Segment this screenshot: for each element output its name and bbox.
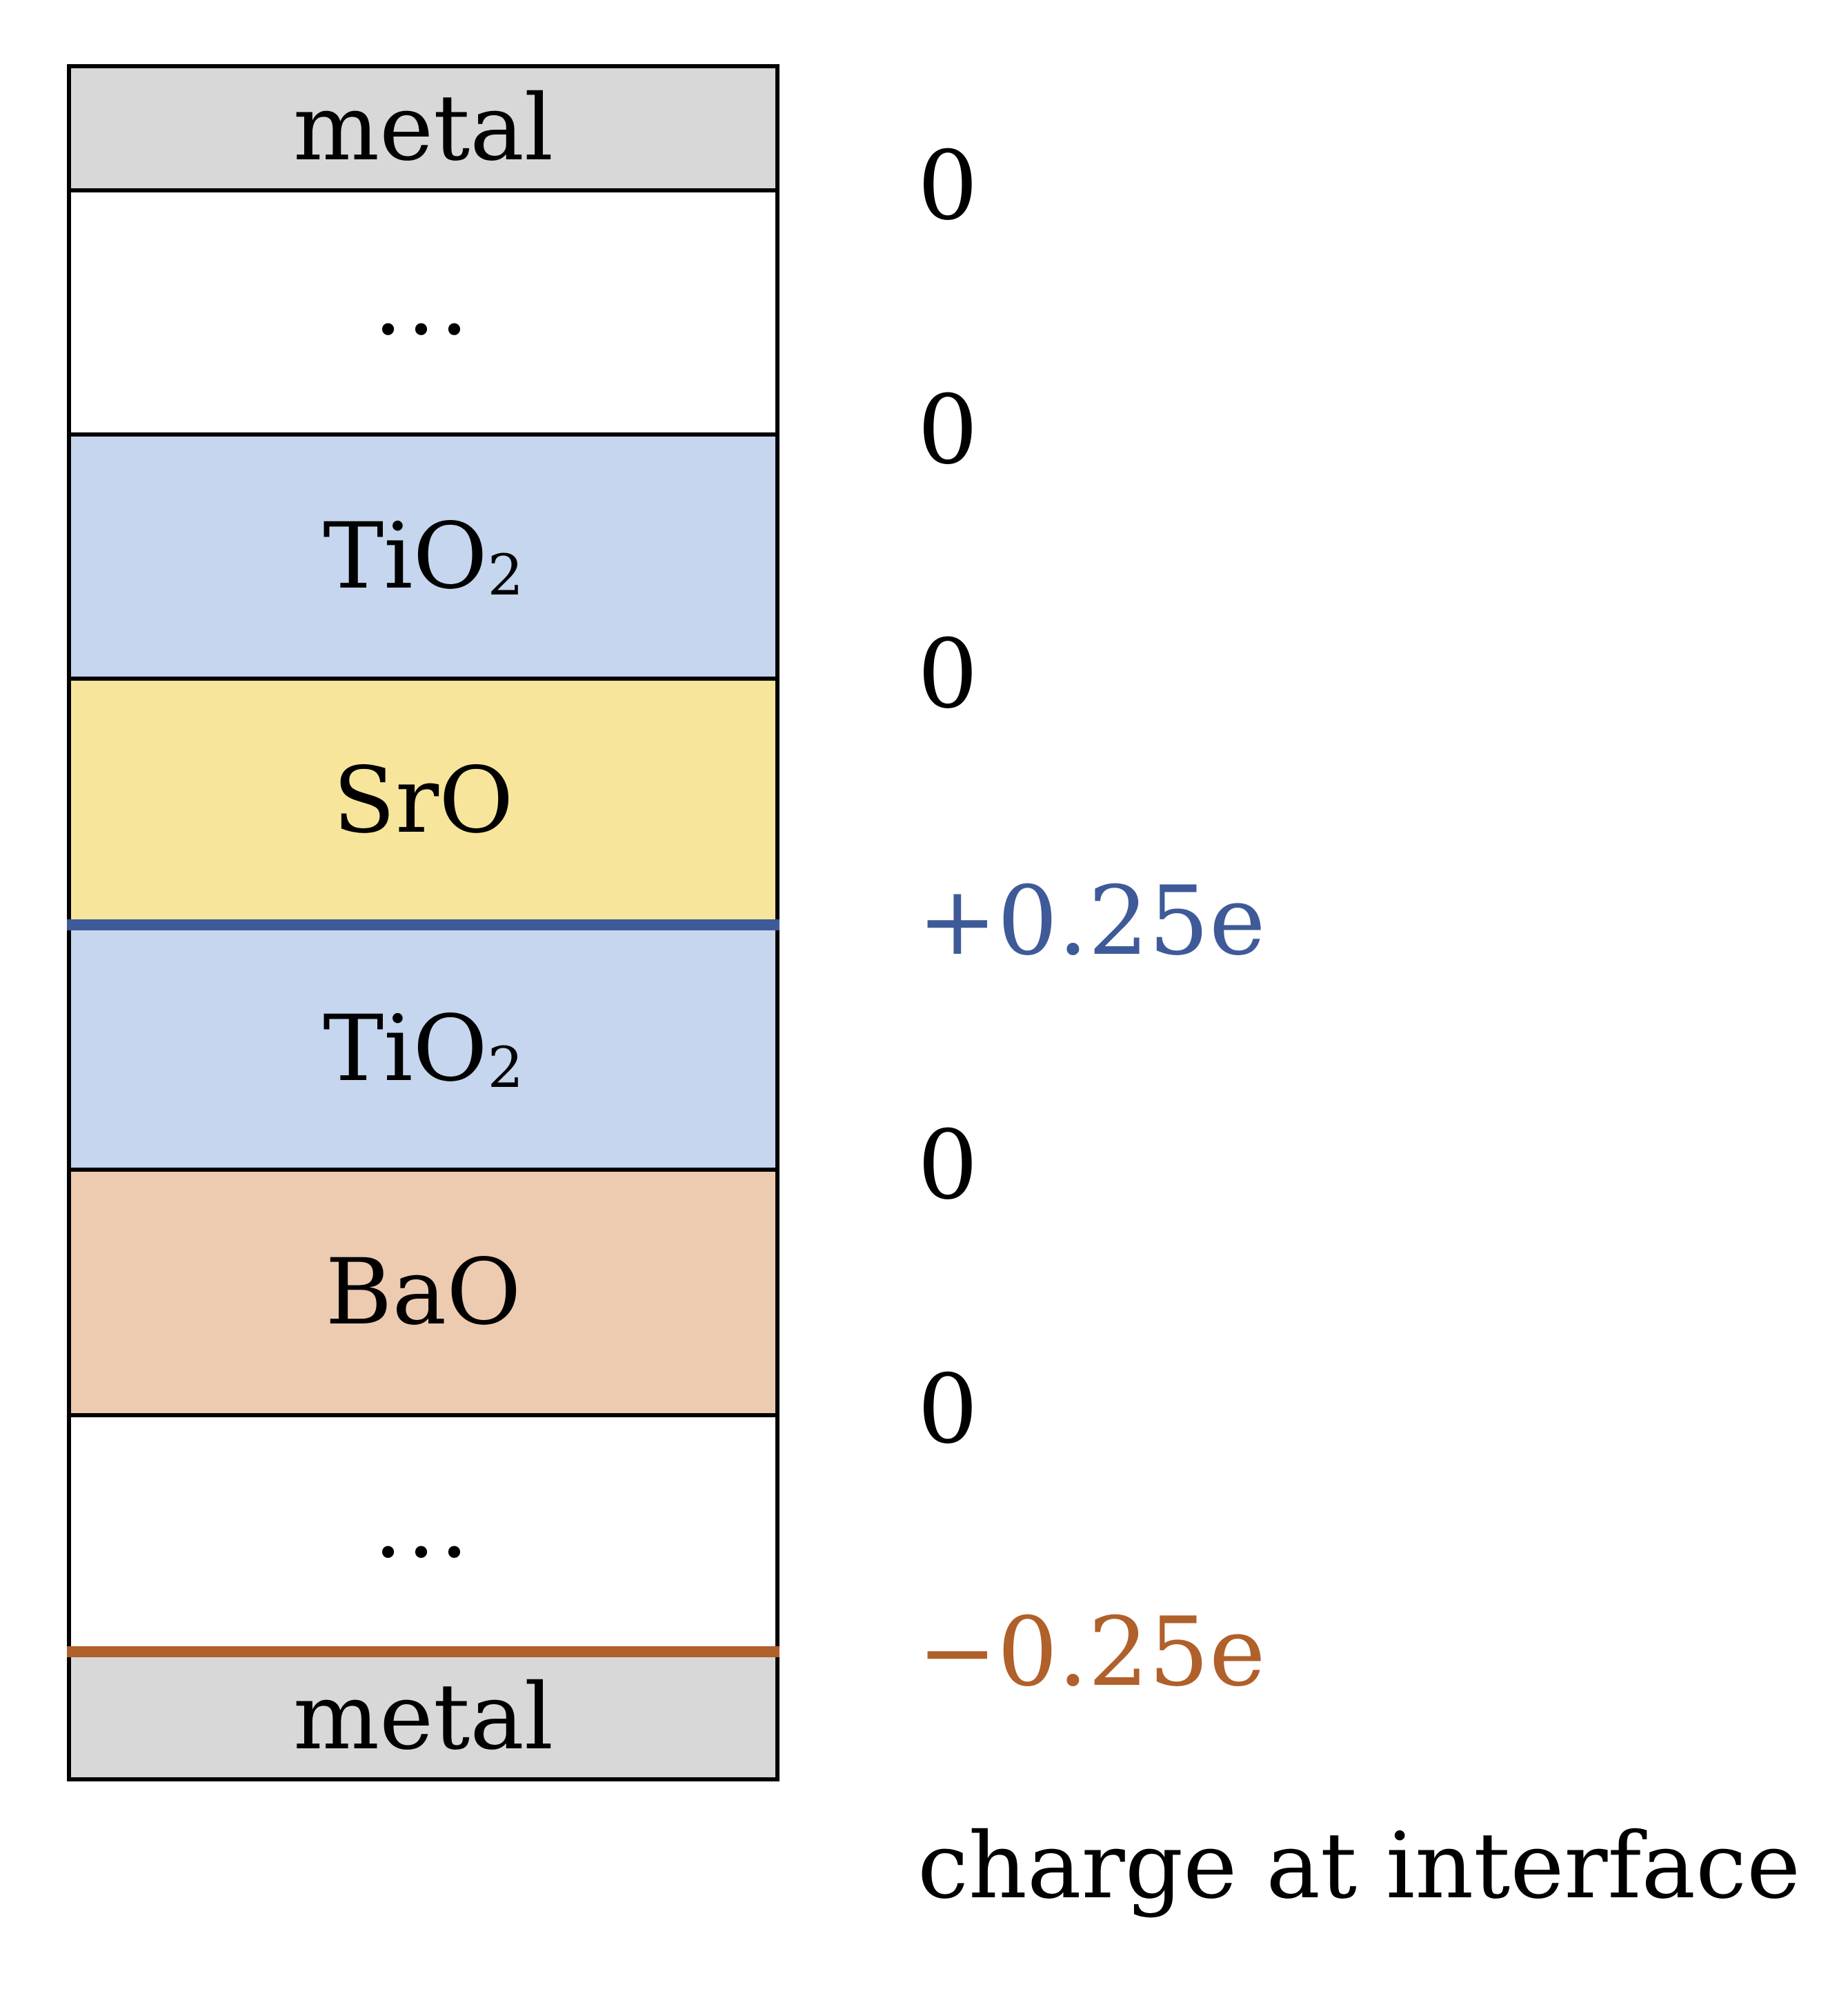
layer-label: BaO — [325, 1239, 521, 1346]
interface-charge: 0 — [917, 1354, 978, 1465]
layer-tio2-lower: TiO2 — [71, 930, 775, 1168]
layer-tio2-upper: TiO2 — [71, 437, 775, 677]
layer-label: ... — [373, 1472, 473, 1579]
layer-metal-bottom: metal — [71, 1657, 775, 1777]
interface-line-positive — [67, 919, 779, 930]
layer-ellipsis-top: ... — [71, 192, 775, 432]
layer-sro: SrO — [71, 681, 775, 921]
layer-label: TiO2 — [323, 503, 524, 610]
layer-separator — [71, 1168, 775, 1172]
interface-charge-positive: +0.25e — [917, 866, 1266, 977]
layer-stack: metal ... TiO2 SrO TiO2 BaO ... metal — [67, 64, 779, 1781]
layer-bao: BaO — [71, 1172, 775, 1413]
layer-label: metal — [292, 75, 554, 181]
charge-caption: charge at interface — [917, 1813, 1801, 1919]
layer-ellipsis-bottom: ... — [71, 1417, 775, 1653]
layer-label: SrO — [332, 748, 514, 854]
layer-separator — [71, 188, 775, 192]
interface-charge: 0 — [917, 1110, 978, 1221]
interface-charge-negative: −0.25e — [917, 1597, 1266, 1708]
layer-metal-top: metal — [71, 68, 775, 188]
layer-label: TiO2 — [323, 996, 524, 1102]
interface-charge: 0 — [917, 374, 978, 486]
layer-label: ... — [373, 250, 473, 356]
layer-label: metal — [292, 1664, 554, 1770]
layer-separator — [71, 677, 775, 681]
interface-line-negative — [67, 1646, 779, 1657]
layer-separator — [71, 1413, 775, 1417]
layer-separator — [71, 432, 775, 437]
interface-charge: 0 — [917, 130, 978, 241]
interface-charge: 0 — [917, 619, 978, 730]
